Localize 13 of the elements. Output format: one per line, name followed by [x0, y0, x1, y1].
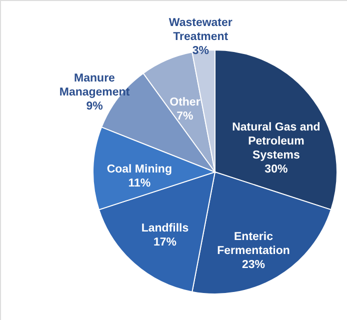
data-label: 3%	[192, 45, 209, 57]
slice-label: Coal Mining	[106, 164, 172, 176]
slice-label: Other	[170, 96, 201, 109]
data-label: 23%	[242, 259, 266, 272]
slice-label: Enteric Fermentation	[217, 231, 290, 258]
data-label: 30%	[264, 164, 288, 176]
slice-label: Landfills	[141, 222, 189, 235]
slice-label: Natural Gas and Petroleum Systems	[232, 122, 320, 162]
slice-label: Wastewater Treatment	[168, 17, 233, 43]
data-label: 11%	[128, 178, 151, 190]
data-label: 7%	[176, 110, 194, 123]
data-label: 17%	[153, 236, 176, 249]
data-label: 9%	[86, 100, 103, 113]
